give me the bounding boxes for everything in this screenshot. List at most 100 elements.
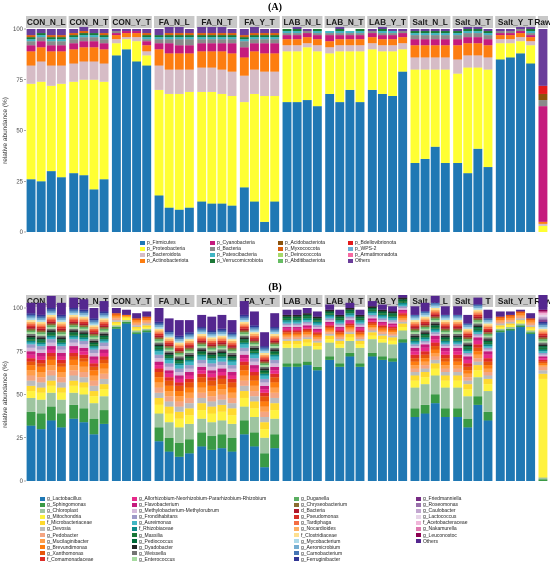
bar-segment-g-frondihabitans (483, 347, 493, 350)
bar-segment-g-leuconostoc (538, 309, 548, 312)
bar-segment-g-pediococcus (345, 309, 355, 312)
bar-segment-p-actinobacteriota (325, 41, 335, 48)
bar-segment-g-lactobacillus (335, 366, 345, 481)
bar-segment-g-chloroplast (46, 392, 56, 407)
bar-segment-g-allorhizobium-neorhizobium-pararhizobium-rhizobium (197, 370, 207, 374)
bar-segment-g-methylobacterium-methylorubrum (473, 335, 483, 338)
bar-segment-others (207, 316, 217, 331)
bar-segment-f-comamonadaceae (345, 323, 355, 326)
bar-segment-g-methylobacterium-methylorubrum (197, 363, 207, 367)
bar-segment-d-bacteria (345, 33, 355, 36)
bar-segment-others (184, 29, 194, 34)
bar-segment-p-actinobacteriota (69, 49, 79, 64)
bar-segment-g-methylobacterium-methylorubrum (302, 323, 312, 326)
bar-segment-g-dyadobacter (325, 309, 335, 312)
bar-segment-f-comamonadaceae (69, 352, 79, 357)
bar-segment-others (270, 313, 280, 328)
facet-strip (452, 295, 494, 307)
bar-segment-g-nocardioides (483, 325, 493, 328)
bar-segment-g-xanthomonas (26, 361, 36, 366)
bar-segment-g-mycobacterium (36, 320, 46, 322)
bar-segment-g-mucilaginibacter (270, 387, 280, 393)
bar-segment-g-devosia (132, 325, 142, 328)
bar-segment-others (302, 308, 312, 314)
legend-swatch (278, 240, 283, 245)
bar-segment-g-flavobacterium (174, 375, 184, 379)
bar-segment-g-pseudomonas (270, 339, 280, 341)
bar-segment-g-pedobacter (56, 377, 66, 383)
bar-segment-f-clostridiaceae (483, 323, 493, 326)
bar-segment-g-pedobacter (46, 370, 56, 376)
legend-entry: g_Ferruginibacter (294, 557, 347, 563)
bar-segment-g-ferruginibacter (217, 328, 227, 331)
bar-segment-g-pedobacter (174, 401, 184, 407)
bar-segment-p-actinobacteriota (132, 33, 142, 38)
bar-segment-g-dyadobacter (217, 351, 227, 353)
bar-segment-p-verrucomicrobiota (174, 35, 184, 38)
legend-entry: f_Comamonadaceae (40, 557, 93, 563)
bar-segment-g-lactobacillus (36, 429, 46, 481)
bar-segment-g-frondihabitans (302, 321, 312, 324)
bar-segment-p-cyanobacteria (367, 33, 377, 38)
bar-segment-g-nocardioides (453, 321, 463, 324)
bar-segment-g-aureimonas (174, 365, 184, 369)
bar-segment-p-myxococcota (79, 31, 89, 34)
bar-segment-f-comamonadaceae (207, 377, 217, 381)
bar-segment-g-mycobacterium (270, 332, 280, 334)
bar-segment-p-proteobacteria (398, 49, 408, 72)
bar-segment-p-verrucomicrobiota (227, 35, 237, 38)
bar-segment-g-aeromicrobium (217, 332, 227, 334)
bar-segment-f-microbacteriaceae (174, 411, 184, 419)
bar-segment-p-proteobacteria (282, 51, 292, 103)
bar-segment-p-myxococcota (69, 33, 79, 36)
bar-segment-g-massilia (79, 335, 89, 338)
bar-segment-g-aureimonas (239, 344, 249, 348)
bar-segment-g-lactobacillus (154, 441, 164, 481)
bar-segment-g-aeromicrobium (227, 335, 237, 338)
bar-segment-g-chloroplast (99, 396, 109, 411)
facet-strip (26, 295, 67, 307)
bar-segment-g-pediococcus (197, 351, 207, 353)
bar-segment-g-aeromicrobium (164, 333, 174, 336)
bar-segment-g-chloroplast (345, 340, 355, 353)
bar-segment-p-actinobacteriota (398, 37, 408, 44)
bar-segment-g-mucilaginibacter (111, 316, 121, 319)
bar-segment-f-comamonadaceae (239, 361, 249, 366)
bar-segment-g-carnobacterium (207, 332, 217, 334)
bar-segment-f-microbacteriaceae (250, 401, 259, 409)
bar-segment-g-chloroplast (453, 387, 463, 409)
bar-segment-g-enterococcus (89, 337, 99, 340)
bar-segment-g-xanthomonas (282, 332, 292, 334)
bar-segment-g-mycobacterium (250, 330, 259, 333)
bar-segment-p-myxococcota (227, 33, 237, 36)
bar-segment-g-sphingomonas (164, 437, 174, 452)
bar-segment-others (505, 311, 515, 315)
bar-segment-others (154, 29, 164, 36)
bar-segment-g-aeromicrobium (46, 311, 56, 314)
legend-entry: g_Dyadobacter (132, 545, 266, 551)
bar-segment-g-lactobacillus (250, 446, 259, 481)
facet-strip (153, 16, 195, 28)
bar-segment-d-bacteria (227, 39, 237, 44)
bar-segment-g-methylobacterium-methylorubrum (174, 372, 184, 376)
bar-segment-g-ferruginibacter (270, 327, 280, 329)
legend-swatch (140, 258, 145, 263)
bar-segment-g-weissella (69, 328, 79, 331)
bar-segment-g-pseudomonas (69, 320, 79, 322)
bar-segment-g-pedobacter (239, 380, 249, 386)
bar-segment-g-nocardioides (79, 318, 89, 321)
bar-segment-g-pseudomonas (250, 337, 259, 340)
bar-segment-g-chloroplast (227, 423, 237, 438)
bar-segment-p-myxococcota (197, 33, 207, 36)
bar-segment-g-carnobacterium (473, 304, 483, 307)
bar-segment-g-sphingomonas (516, 325, 525, 328)
bar-segment-g-enterococcus (174, 354, 184, 357)
bar-segment-g-sphingomonas (463, 418, 473, 428)
bar-segment-g-frondihabitans (250, 358, 259, 362)
bar-segment-p-bacteroidota (420, 57, 430, 70)
bar-segment-p-actinobacteriota (526, 37, 536, 42)
bar-segment-p-actinobacteriota (495, 35, 505, 40)
bar-segment-g-aureimonas (292, 321, 302, 324)
legend-swatch (132, 539, 137, 544)
bar-segment-d-bacteria (430, 314, 440, 317)
